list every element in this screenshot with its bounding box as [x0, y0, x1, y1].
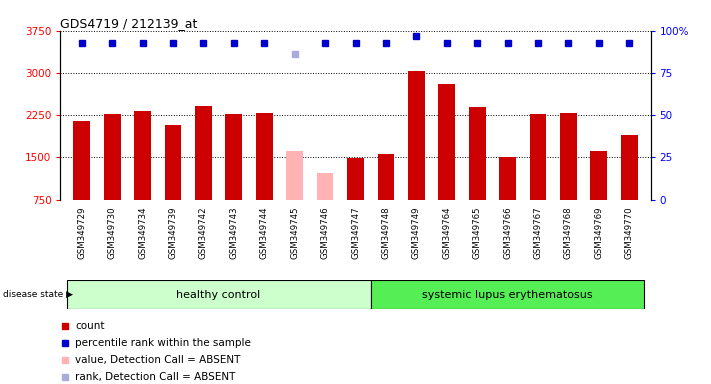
- Text: systemic lupus erythematosus: systemic lupus erythematosus: [422, 290, 593, 300]
- Text: GSM349734: GSM349734: [138, 206, 147, 259]
- Text: GSM349765: GSM349765: [473, 206, 481, 259]
- Text: GSM349746: GSM349746: [321, 206, 330, 259]
- Bar: [134, 111, 151, 242]
- Bar: [560, 113, 577, 242]
- Bar: [378, 154, 395, 242]
- Bar: [370, 280, 644, 309]
- Text: GSM349730: GSM349730: [107, 206, 117, 259]
- Text: GSM349748: GSM349748: [381, 206, 390, 259]
- Text: rank, Detection Call = ABSENT: rank, Detection Call = ABSENT: [75, 372, 235, 382]
- Bar: [195, 106, 212, 242]
- Bar: [347, 158, 364, 242]
- Bar: [67, 280, 370, 309]
- Text: GSM349770: GSM349770: [625, 206, 634, 259]
- Text: GSM349769: GSM349769: [594, 206, 604, 259]
- Text: GSM349742: GSM349742: [199, 206, 208, 259]
- Bar: [225, 114, 242, 242]
- Text: GSM349747: GSM349747: [351, 206, 360, 259]
- Bar: [165, 125, 181, 242]
- Bar: [591, 151, 607, 242]
- Text: GSM349768: GSM349768: [564, 206, 573, 259]
- Text: GSM349739: GSM349739: [169, 206, 178, 259]
- Text: GSM349766: GSM349766: [503, 206, 512, 259]
- Bar: [316, 173, 333, 242]
- Text: percentile rank within the sample: percentile rank within the sample: [75, 338, 251, 348]
- Bar: [256, 113, 272, 242]
- Text: GSM349767: GSM349767: [533, 206, 542, 259]
- Bar: [530, 114, 546, 242]
- Text: GSM349729: GSM349729: [77, 206, 86, 259]
- Bar: [287, 151, 303, 242]
- Bar: [104, 114, 120, 242]
- Text: GSM349744: GSM349744: [260, 206, 269, 259]
- Text: count: count: [75, 321, 105, 331]
- Bar: [439, 84, 455, 242]
- Bar: [73, 121, 90, 242]
- Text: value, Detection Call = ABSENT: value, Detection Call = ABSENT: [75, 355, 240, 365]
- Text: disease state ▶: disease state ▶: [3, 290, 73, 299]
- Bar: [499, 157, 516, 242]
- Bar: [408, 71, 424, 242]
- Bar: [469, 107, 486, 242]
- Text: GDS4719 / 212139_at: GDS4719 / 212139_at: [60, 17, 198, 30]
- Text: GSM349764: GSM349764: [442, 206, 451, 259]
- Text: GSM349743: GSM349743: [230, 206, 238, 259]
- Text: healthy control: healthy control: [176, 290, 261, 300]
- Text: GSM349745: GSM349745: [290, 206, 299, 259]
- Bar: [621, 135, 638, 242]
- Text: GSM349749: GSM349749: [412, 206, 421, 259]
